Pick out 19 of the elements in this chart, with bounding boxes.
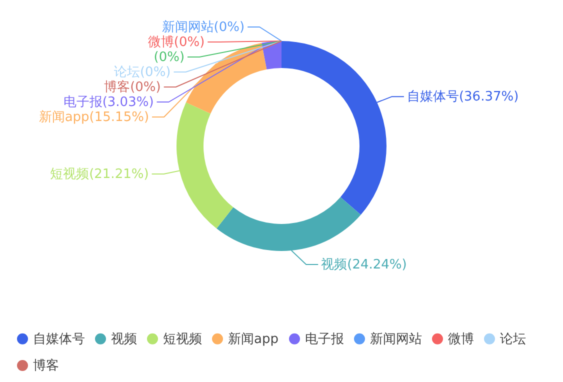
legend-label: 博客: [33, 358, 59, 374]
legend-label: 新闻网站: [370, 332, 422, 347]
legend-label: 新闻app: [228, 332, 278, 347]
legend-label: 微博: [448, 332, 474, 347]
category-label: 电子报(3.03%): [63, 95, 154, 110]
category-label: 论坛(0%): [114, 65, 171, 80]
text: (0%): [154, 50, 185, 65]
legend-label: 电子报: [305, 332, 344, 347]
category-label: 微博(0%): [148, 35, 205, 50]
category-label: 新闻网站(0%): [162, 20, 245, 35]
legend-label: 短视频: [163, 332, 202, 347]
category-label: 视频(24.24%): [321, 257, 407, 272]
category-label: 自媒体号(36.37%): [406, 90, 519, 105]
legend-label: 论坛: [500, 332, 526, 347]
legend-label: 视频: [111, 332, 137, 347]
category-label: 博客(0%): [104, 80, 161, 95]
category-label: 新闻app(15.15%): [38, 110, 150, 125]
category-label: 短视频(21.21%): [50, 167, 149, 182]
legend-label: 自媒体号: [33, 332, 85, 347]
